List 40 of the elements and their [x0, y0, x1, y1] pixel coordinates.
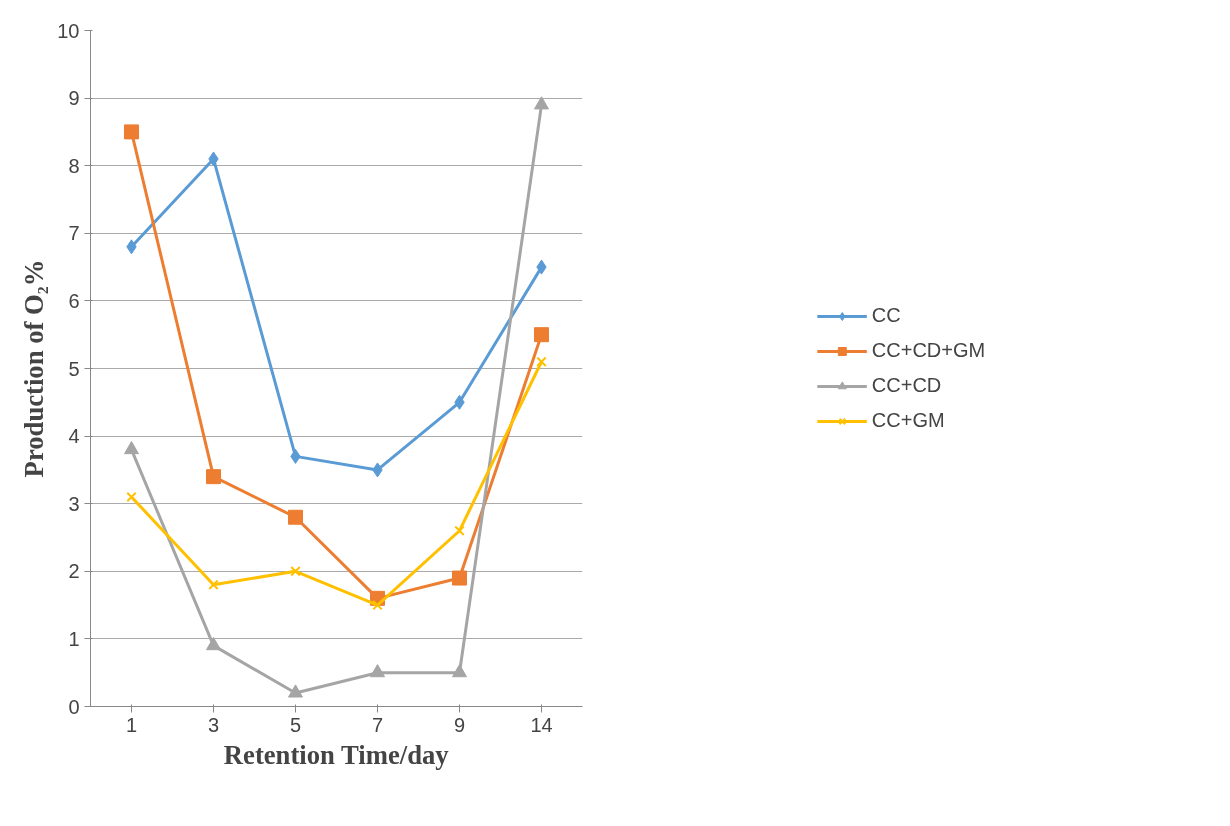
- point: [124, 124, 139, 140]
- point: [208, 579, 219, 591]
- point: [370, 664, 385, 678]
- point: [534, 96, 549, 110]
- x-tick-label: 5: [289, 713, 302, 736]
- x-axis-title: Retention Time/day: [223, 739, 450, 770]
- x-tick-label: 3: [207, 713, 220, 736]
- point: [206, 637, 221, 651]
- point: [452, 570, 467, 586]
- y-tick-label: 6: [68, 289, 80, 312]
- y-tick-label: 3: [68, 492, 80, 515]
- point: [372, 599, 383, 611]
- legend-label: CC+GM: [871, 409, 945, 432]
- y-tick-label: 4: [68, 425, 80, 448]
- x-tick-label: 9: [453, 713, 466, 736]
- y-tick-label: 2: [68, 560, 80, 583]
- legend-label: CC+CD: [871, 374, 942, 397]
- y-tick-label: 0: [68, 695, 80, 718]
- point: [454, 525, 465, 536]
- x-tick-label: 7: [371, 713, 384, 736]
- y-tick-label: 8: [68, 154, 80, 177]
- point: [126, 491, 137, 503]
- x-tick-label: 1: [125, 713, 138, 736]
- point: [206, 469, 221, 485]
- point: [288, 509, 303, 525]
- y-tick-label: 7: [68, 222, 80, 245]
- legend-label: CC+CD+GM: [871, 339, 986, 362]
- point: [124, 441, 139, 455]
- point: [534, 327, 549, 343]
- y-tick-label: 10: [57, 19, 80, 42]
- point: [536, 356, 547, 367]
- point: [288, 684, 303, 698]
- point: [290, 566, 301, 577]
- y-tick-label: 5: [68, 357, 80, 380]
- point: [452, 664, 467, 678]
- x-tick-label: 14: [530, 713, 553, 736]
- legend-label: CC: [871, 304, 901, 327]
- y-tick-label: 1: [68, 627, 80, 650]
- y-tick-label: 9: [68, 87, 80, 110]
- y-axis-title: Production of O₂%: [19, 259, 50, 478]
